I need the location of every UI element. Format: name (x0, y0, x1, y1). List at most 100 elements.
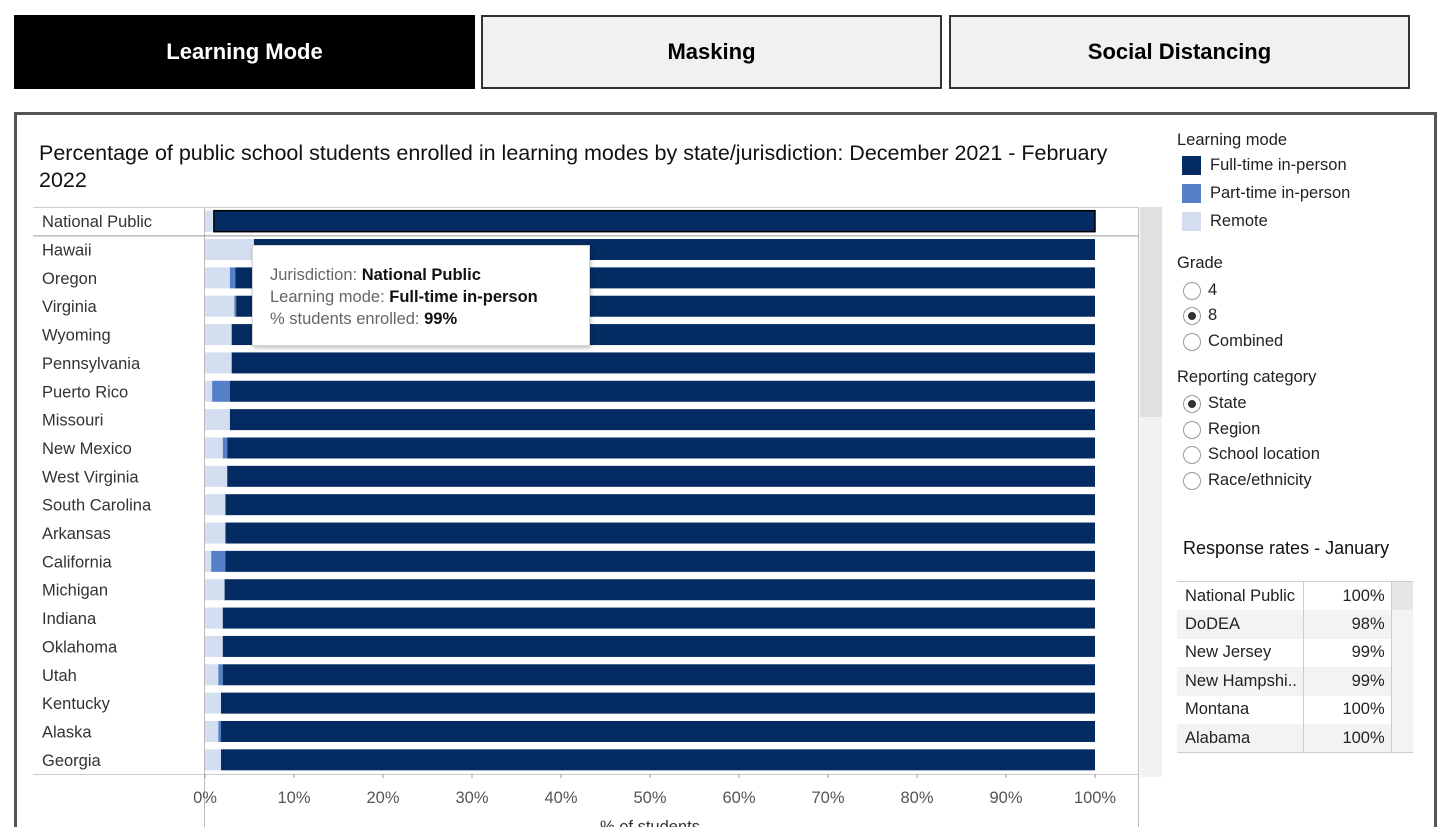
category-label: Oregon (42, 270, 97, 288)
legend-label-full-time: Full-time in-person (1210, 156, 1347, 174)
bar-segment (221, 720, 1095, 742)
table-cell-name: New Hampshi.. (1177, 667, 1304, 696)
grade-title: Grade (1177, 254, 1223, 272)
grade-option-8[interactable]: 8 (1183, 306, 1217, 325)
reporting-option-label: Region (1208, 420, 1261, 438)
bar-segment (212, 380, 230, 402)
grade-option-combined[interactable]: Combined (1183, 332, 1283, 351)
bar-segment (229, 409, 1096, 431)
bar-segment (205, 550, 212, 572)
grade-option-label: 8 (1208, 306, 1218, 324)
reporting-option-race-ethnicity[interactable]: Race/ethnicity (1183, 471, 1312, 490)
legend-label-remote: Remote (1210, 212, 1268, 230)
category-label: Indiana (42, 610, 97, 628)
x-tick-label: 100% (1074, 789, 1117, 807)
category-label: Georgia (42, 752, 102, 770)
category-label: Oklahoma (42, 638, 118, 656)
category-label: Wyoming (42, 327, 111, 345)
reporting-option-state[interactable]: State (1183, 394, 1247, 413)
table-scrollbar-track (1391, 667, 1413, 696)
bar-segment (225, 550, 1096, 572)
tooltip-mode-value: Full-time in-person (389, 288, 538, 306)
table-cell-value: 98% (1303, 610, 1392, 639)
reporting-option-label: Race/ethnicity (1208, 471, 1312, 489)
bar-segment (205, 324, 232, 346)
table-row: New Hampshi.. 99% (1177, 667, 1413, 696)
bar-segment (225, 522, 1096, 544)
x-tick-label: 60% (722, 789, 755, 807)
category-label: Virginia (42, 298, 98, 316)
category-label: Hawaii (42, 242, 92, 260)
bar-segment (205, 692, 222, 714)
bar-segment (213, 209, 1096, 233)
radio-icon (1183, 332, 1201, 351)
table-cell-name: Alabama (1177, 724, 1304, 753)
chart-scrollbar-thumb (1140, 207, 1162, 417)
category-label: South Carolina (42, 497, 152, 515)
tooltip-jurisdiction-key: Jurisdiction: (270, 266, 358, 284)
bar-segment (205, 267, 230, 289)
bar-segment (205, 210, 214, 232)
reporting-title: Reporting category (1177, 368, 1317, 386)
bar-segment (222, 437, 228, 459)
legend-item-full-time[interactable]: Full-time in-person (1182, 156, 1347, 175)
radio-icon (1183, 281, 1201, 300)
bar-segment (222, 635, 1096, 657)
table-row: Montana 100% (1177, 695, 1413, 724)
category-label: West Virginia (42, 468, 139, 486)
category-label: Missouri (42, 412, 103, 430)
x-tick-label: 20% (366, 789, 399, 807)
table-row: New Jersey 99% (1177, 638, 1413, 667)
category-label: Puerto Rico (42, 383, 128, 401)
bar-segment (231, 352, 1095, 374)
bar-segment (222, 607, 1096, 629)
bar-segment (225, 494, 1096, 516)
table-cell-value: 100% (1303, 581, 1392, 610)
bar-segment (205, 465, 228, 487)
table-row: Alabama 100% (1177, 724, 1413, 753)
legend-label-part-time: Part-time in-person (1210, 184, 1351, 202)
response-rates-title: Response rates - January (1183, 538, 1390, 558)
radio-selected-icon (1183, 394, 1201, 413)
bar-segment (205, 352, 232, 374)
tab-masking[interactable]: Masking (481, 15, 942, 89)
bar-segment (205, 494, 226, 516)
reporting-option-region[interactable]: Region (1183, 420, 1260, 439)
category-label: Utah (42, 667, 77, 685)
bar-segment (205, 380, 213, 402)
table-cell-value: 99% (1303, 667, 1392, 696)
grade-option-4[interactable]: 4 (1183, 281, 1217, 300)
grade-option-label: 4 (1208, 281, 1218, 299)
tooltip-pct-key: % students enrolled: (270, 310, 420, 328)
table-row: National Public 100% (1177, 581, 1413, 610)
category-label: New Mexico (42, 440, 132, 458)
tooltip-mode-key: Learning mode: (270, 288, 385, 306)
bar-segment (205, 437, 223, 459)
legend-item-remote[interactable]: Remote (1182, 212, 1268, 231)
reporting-option-label: School location (1208, 445, 1320, 463)
bar-segment (218, 664, 223, 686)
reporting-option-label: State (1208, 394, 1247, 412)
tooltip-jurisdiction-value: National Public (361, 266, 481, 284)
bar-segment (205, 409, 230, 431)
bar-segment (205, 295, 235, 317)
legend-swatch-remote (1182, 212, 1201, 231)
legend-item-part-time[interactable]: Part-time in-person (1182, 184, 1350, 203)
bar-segment (234, 295, 237, 317)
bar-segment (205, 664, 219, 686)
tab-learning-mode[interactable]: Learning Mode (14, 15, 475, 89)
tab-social-distancing[interactable]: Social Distancing (949, 15, 1410, 89)
x-tick-label: 0% (193, 789, 217, 807)
table-scrollbar[interactable] (1391, 581, 1413, 610)
table-scrollbar-track (1391, 695, 1413, 724)
bar-segment (205, 720, 219, 742)
radio-icon (1183, 471, 1201, 490)
grade-option-label: Combined (1208, 332, 1284, 350)
reporting-option-school-location[interactable]: School location (1183, 445, 1320, 464)
category-label: Pennsylvania (42, 355, 141, 373)
bar-segment (205, 522, 226, 544)
legend-swatch-part-time (1182, 184, 1201, 203)
radio-selected-icon (1183, 306, 1201, 325)
category-label: National Public (42, 213, 152, 231)
